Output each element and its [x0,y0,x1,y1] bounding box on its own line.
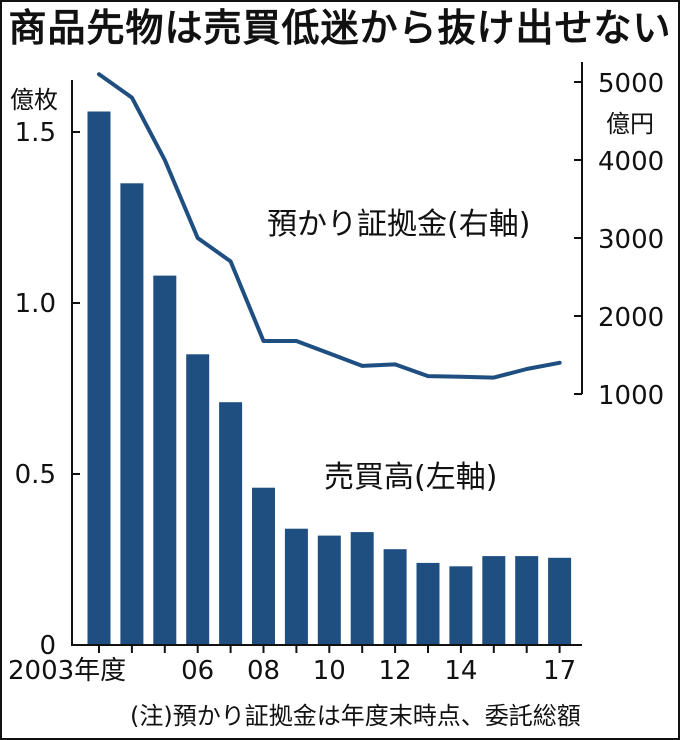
bar [383,549,407,645]
bar [120,183,144,646]
y-right-unit: 億円 [606,110,654,138]
line-point [229,259,233,263]
bar [153,275,177,645]
line-point [327,351,331,355]
line-point [459,375,463,379]
bar [482,556,506,645]
y-left-tick-label: 1.0 [15,289,56,319]
line-point [130,96,134,100]
line-point [196,236,200,240]
y-left-tick-label: 0.5 [15,460,56,490]
line-point [262,339,265,343]
line-point [97,72,101,76]
bar [548,557,572,645]
line-series [97,72,562,380]
axes [71,62,583,653]
bar [87,111,111,645]
bar-series [87,111,572,646]
bar [186,354,210,645]
y-left-tick-label: 0 [39,631,56,661]
bar [449,566,473,645]
line-point [558,361,562,365]
line-point [492,376,496,380]
line-point [525,367,529,371]
bar [284,528,308,645]
footnote: (注)預かり証拠金は年度末時点、委託総額 [130,702,581,730]
y-right-tick-label: 5000 [598,69,664,99]
bar [515,556,539,645]
chart-title: 商品先物は売買低迷から抜け出せない [2,2,678,54]
bar [219,402,243,645]
x-tick-label: 06 [181,656,214,686]
x-tick-label: 2003年度 [8,656,126,686]
bar [350,532,374,645]
bar [416,562,440,645]
x-tick-label: 08 [247,656,280,686]
bar [252,487,275,645]
line-point [294,339,298,343]
x-tick-label: 17 [543,656,576,686]
line-series-label: 預かり証拠金(右軸) [267,207,530,242]
y-left-unit: 億枚 [10,86,58,114]
y-right-tick-label: 1000 [598,381,664,411]
line-point [360,364,364,368]
y-right-tick-label: 2000 [598,303,664,333]
x-tick-label: 14 [444,656,477,686]
y-right-tick-label: 3000 [598,225,664,255]
x-tick-label: 12 [379,656,412,686]
x-tick-label: 10 [313,656,346,686]
bar-series-label: 売買高(左軸) [324,460,497,495]
line-point [163,158,167,162]
line-point [393,362,397,366]
y-left-tick-label: 1.5 [15,118,56,148]
line-point [426,374,430,378]
bar [317,535,341,645]
y-right-tick-label: 4000 [598,147,664,177]
